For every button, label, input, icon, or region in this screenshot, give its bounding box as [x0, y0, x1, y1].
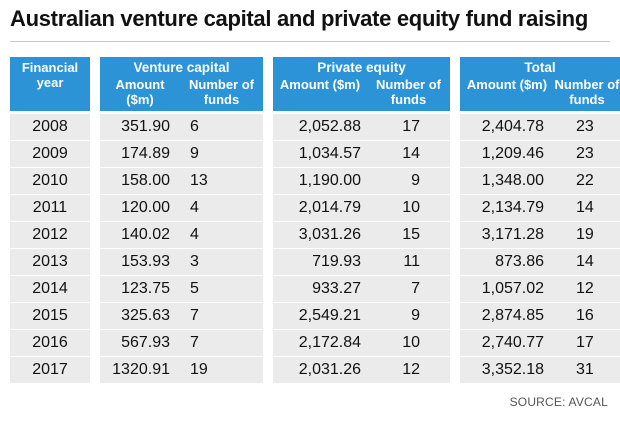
- cell-pe-amount: 2,549.21: [273, 303, 367, 329]
- cell-total-amount: 1,348.00: [460, 168, 554, 194]
- cell-pe-funds: 14: [367, 141, 450, 167]
- cell-pe-amount: 1,190.00: [273, 168, 367, 194]
- cell-total-amount: 3,171.28: [460, 222, 554, 248]
- cell-total-amount: 1,057.02: [460, 276, 554, 302]
- cell-total-funds: 16: [554, 303, 620, 329]
- cell-pe-funds: 12: [367, 357, 450, 383]
- cell-vc-amount: 351.90: [100, 114, 180, 140]
- header-number-of-funds: Number of funds: [376, 77, 441, 107]
- cell-year: 2011: [10, 195, 90, 221]
- cell-total-amount: 2,874.85: [460, 303, 554, 329]
- cell-pe-funds: 11: [367, 249, 450, 275]
- cell-pe-funds: 7: [367, 276, 450, 302]
- cell-total-funds: 19: [554, 222, 620, 248]
- cell-pe-amount: 3,031.26: [273, 222, 367, 248]
- table-row: 2016 567.93 7 2,172.84 10 2,740.77 17: [10, 330, 620, 356]
- cell-pe-funds: 10: [367, 330, 450, 356]
- cell-year: 2017: [10, 357, 90, 383]
- table-row: 2009 174.89 9 1,034.57 14 1,209.46 23: [10, 141, 620, 167]
- cell-total-amount: 3,352.18: [460, 357, 554, 383]
- cell-total-amount: 2,134.79: [460, 195, 554, 221]
- cell-vc-funds: 6: [180, 114, 263, 140]
- cell-total-funds: 31: [554, 357, 620, 383]
- cell-total-amount: 2,740.77: [460, 330, 554, 356]
- cell-year: 2008: [10, 114, 90, 140]
- cell-pe-amount: 1,034.57: [273, 141, 367, 167]
- table-row: 2013 153.93 3 719.93 11 873.86 14: [10, 249, 620, 275]
- cell-vc-amount: 158.00: [100, 168, 180, 194]
- cell-vc-funds: 7: [180, 303, 263, 329]
- cell-pe-amount: 2,052.88: [273, 114, 367, 140]
- cell-total-amount: 1,209.46: [460, 141, 554, 167]
- cell-vc-funds: 3: [180, 249, 263, 275]
- header-amount: Amount ($m): [279, 77, 361, 92]
- cell-pe-funds: 17: [367, 114, 450, 140]
- cell-pe-amount: 719.93: [273, 249, 367, 275]
- cell-vc-amount: 1320.91: [100, 357, 180, 383]
- header-group-venture-capital: Venture capital Amount ($m) Number of fu…: [100, 57, 263, 111]
- cell-total-funds: 17: [554, 330, 620, 356]
- cell-year: 2013: [10, 249, 90, 275]
- cell-total-amount: 2,404.78: [460, 114, 554, 140]
- cell-vc-amount: 123.75: [100, 276, 180, 302]
- title-divider: [10, 41, 610, 42]
- header-group-title: Venture capital: [133, 60, 230, 75]
- cell-total-funds: 14: [554, 249, 620, 275]
- table-row: 2015 325.63 7 2,549.21 9 2,874.85 16: [10, 303, 620, 329]
- source-note: SOURCE: AVCAL: [509, 395, 608, 409]
- header-group-total: Total Amount ($m) Number of funds: [460, 57, 620, 111]
- cell-vc-funds: 19: [180, 357, 263, 383]
- header-number-of-funds: Number of funds: [554, 77, 620, 107]
- cell-year: 2016: [10, 330, 90, 356]
- cell-pe-amount: 2,014.79: [273, 195, 367, 221]
- cell-total-amount: 873.86: [460, 249, 554, 275]
- header-group-private-equity: Private equity Amount ($m) Number of fun…: [273, 57, 450, 111]
- cell-total-funds: 23: [554, 114, 620, 140]
- cell-vc-funds: 7: [180, 330, 263, 356]
- cell-vc-funds: 5: [180, 276, 263, 302]
- cell-vc-amount: 140.02: [100, 222, 180, 248]
- table-row: 2014 123.75 5 933.27 7 1,057.02 12: [10, 276, 620, 302]
- header-number-of-funds: Number of funds: [189, 77, 254, 107]
- cell-vc-funds: 4: [180, 222, 263, 248]
- cell-year: 2009: [10, 141, 90, 167]
- table-row: 2008 351.90 6 2,052.88 17 2,404.78 23: [10, 114, 620, 140]
- cell-total-funds: 22: [554, 168, 620, 194]
- header-amount: Amount ($m): [115, 77, 165, 107]
- cell-pe-funds: 15: [367, 222, 450, 248]
- cell-total-funds: 12: [554, 276, 620, 302]
- cell-total-funds: 23: [554, 141, 620, 167]
- table-body: 2008 351.90 6 2,052.88 17 2,404.78 23 2009 174.8…: [10, 114, 620, 383]
- cell-year: 2012: [10, 222, 90, 248]
- cell-year: 2014: [10, 276, 90, 302]
- header-group-title: Private equity: [317, 60, 406, 75]
- table-title: Australian venture capital and private e…: [10, 6, 588, 31]
- header-amount: Amount ($m): [466, 77, 548, 92]
- cell-vc-funds: 4: [180, 195, 263, 221]
- cell-vc-funds: 13: [180, 168, 263, 194]
- table-row: 2017 1320.91 19 2,031.26 12 3,352.18 31: [10, 357, 620, 383]
- table-header: Financial year Venture capital Amount ($…: [10, 57, 620, 111]
- cell-pe-amount: 2,172.84: [273, 330, 367, 356]
- cell-year: 2010: [10, 168, 90, 194]
- cell-pe-funds: 10: [367, 195, 450, 221]
- table-row: 2010 158.00 13 1,190.00 9 1,348.00 22: [10, 168, 620, 194]
- cell-year: 2015: [10, 303, 90, 329]
- cell-vc-funds: 9: [180, 141, 263, 167]
- header-financial-year: Financial year: [10, 57, 90, 111]
- cell-pe-funds: 9: [367, 303, 450, 329]
- cell-vc-amount: 174.89: [100, 141, 180, 167]
- cell-pe-funds: 9: [367, 168, 450, 194]
- cell-vc-amount: 567.93: [100, 330, 180, 356]
- cell-total-funds: 14: [554, 195, 620, 221]
- cell-vc-amount: 153.93: [100, 249, 180, 275]
- table-row: 2011 120.00 4 2,014.79 10 2,134.79 14: [10, 195, 620, 221]
- cell-vc-amount: 120.00: [100, 195, 180, 221]
- cell-pe-amount: 2,031.26: [273, 357, 367, 383]
- table-row: 2012 140.02 4 3,031.26 15 3,171.28 19: [10, 222, 620, 248]
- cell-pe-amount: 933.27: [273, 276, 367, 302]
- cell-vc-amount: 325.63: [100, 303, 180, 329]
- header-group-title: Total: [524, 60, 556, 75]
